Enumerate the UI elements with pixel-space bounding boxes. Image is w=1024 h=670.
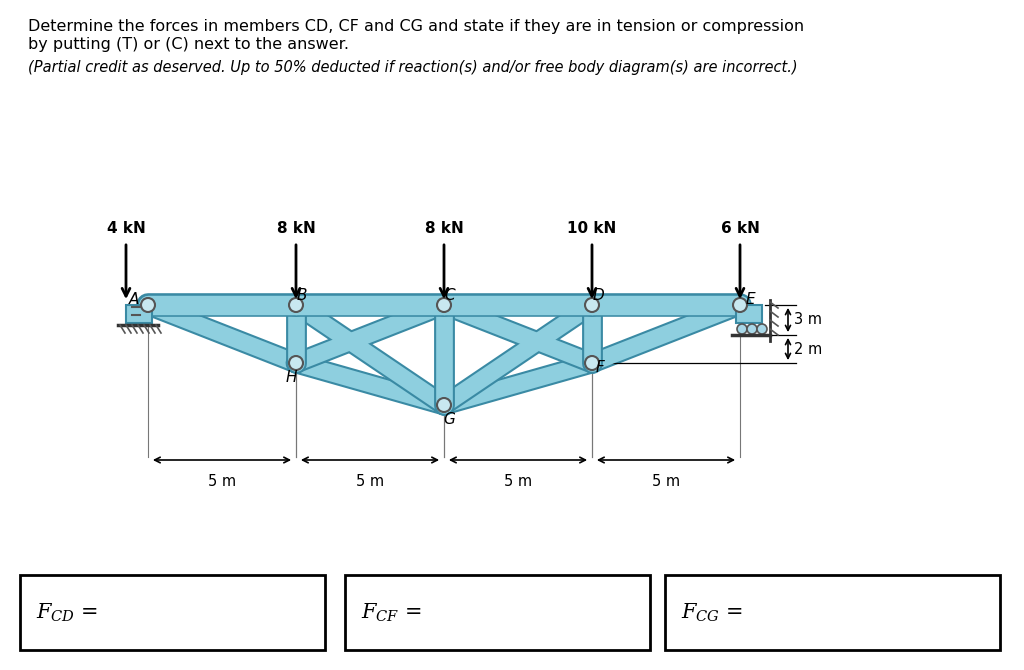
Text: by putting (T) or (C) next to the answer.: by putting (T) or (C) next to the answer… xyxy=(28,37,349,52)
Text: C: C xyxy=(444,287,456,302)
Text: B: B xyxy=(297,287,307,302)
Circle shape xyxy=(746,324,757,334)
Text: 3 m: 3 m xyxy=(794,312,822,328)
Text: $F_{CG}$ =: $F_{CG}$ = xyxy=(681,602,743,624)
Text: 5 m: 5 m xyxy=(356,474,384,489)
Circle shape xyxy=(141,298,155,312)
Text: 5 m: 5 m xyxy=(652,474,680,489)
Text: G: G xyxy=(443,413,455,427)
Circle shape xyxy=(437,298,451,312)
Text: $F_{CF}$ =: $F_{CF}$ = xyxy=(361,602,422,624)
Text: H: H xyxy=(286,371,297,385)
Text: 10 kN: 10 kN xyxy=(567,221,616,236)
Text: 8 kN: 8 kN xyxy=(425,221,464,236)
Text: E: E xyxy=(745,293,755,308)
Bar xyxy=(665,575,1000,650)
Circle shape xyxy=(289,298,303,312)
Circle shape xyxy=(289,356,303,370)
Bar xyxy=(20,575,325,650)
Text: 2 m: 2 m xyxy=(794,342,822,356)
Text: D: D xyxy=(592,287,604,302)
Circle shape xyxy=(757,324,767,334)
Text: 5 m: 5 m xyxy=(504,474,532,489)
Text: Determine the forces in members CD, CF and CG and state if they are in tension o: Determine the forces in members CD, CF a… xyxy=(28,19,804,34)
Text: (Partial credit as deserved. Up to 50% deducted if reaction(s) and/or free body : (Partial credit as deserved. Up to 50% d… xyxy=(28,60,798,75)
Text: A: A xyxy=(129,291,139,306)
Text: 6 kN: 6 kN xyxy=(721,221,760,236)
Circle shape xyxy=(585,298,599,312)
Text: 5 m: 5 m xyxy=(208,474,237,489)
Circle shape xyxy=(585,356,599,370)
Text: $F_{CD}$ =: $F_{CD}$ = xyxy=(36,602,98,624)
Circle shape xyxy=(733,298,746,312)
Polygon shape xyxy=(126,305,152,323)
Text: F: F xyxy=(596,360,604,375)
Polygon shape xyxy=(736,305,762,323)
Circle shape xyxy=(437,398,451,412)
Text: 4 kN: 4 kN xyxy=(106,221,145,236)
Text: 8 kN: 8 kN xyxy=(276,221,315,236)
Circle shape xyxy=(737,324,746,334)
Bar xyxy=(345,575,650,650)
